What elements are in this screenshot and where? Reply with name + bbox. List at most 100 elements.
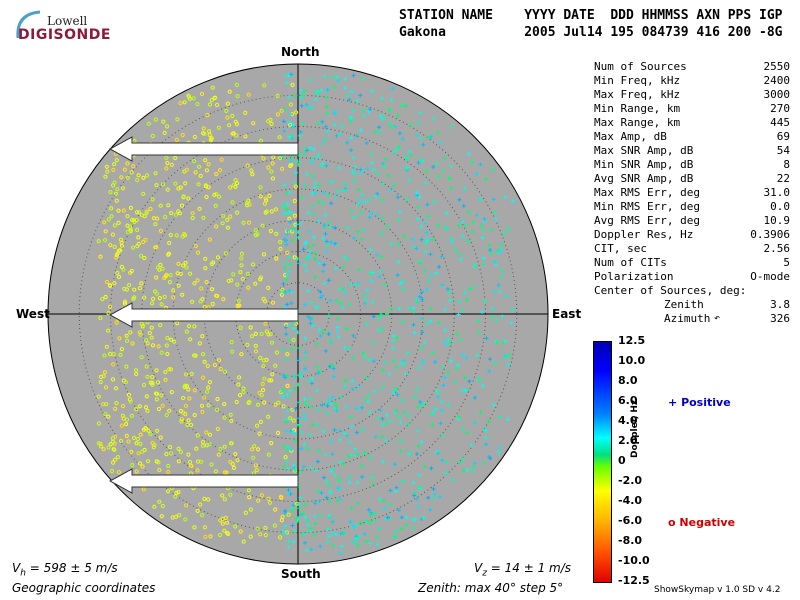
vh-prefix: V [12,561,21,575]
plus-icon: + [668,396,678,409]
stat-label: CIT, sec [594,242,647,255]
stat-row: Min Range, km 270 [594,102,790,116]
colorbar-tick-label: -12.5 [618,574,650,587]
velocity-vertical: Vz = 14 ± 1 m/s [474,561,571,578]
colorbar-tick-label: -8.0 [618,534,643,547]
legend-negative: o Negative [668,516,735,529]
label-east: East [552,307,582,321]
stat-row: Avg RMS Err, deg 10.9 [594,214,790,228]
arrow-lower [108,468,299,494]
stat-label: Doppler Res, Hz [594,228,694,241]
logo-digisonde-text: DIGISONDE [18,27,111,43]
stat-label: Polarization [594,270,674,283]
velocity-horizontal: Vh = 598 ± 5 m/s [12,561,118,578]
stat-value: 54 [776,144,790,157]
stat-label: Num of CITs [594,256,667,269]
center-title: Center of Sources, deg: [594,284,747,297]
colorbar-tick-label: 4.0 [618,414,638,427]
colorbar-tick-label: 8.0 [618,374,638,387]
stat-row: Num of Sources 2550 [594,60,790,74]
center-azimuth-value: 326 [770,312,790,325]
colorbar-tick-label: -2.0 [618,474,643,487]
stat-label: Max Amp, dB [594,130,667,143]
stat-label: Max SNR Amp, dB [594,144,694,157]
center-zenith-row: Zenith 3.8 [594,298,790,312]
center-azimuth-label: Azimuth [664,312,711,325]
stat-row: Max Freq, kHz 3000 [594,88,790,102]
header-labels: STATION NAME YYYY DATE DDD HHMMSS AXN PP… [399,8,783,23]
header-values: Gakona 2005 Jul14 195 084739 416 200 -8G [399,25,783,40]
colorbar-tick-label: -10.0 [618,554,650,567]
colorbar-tick-label: 2.0 [618,434,638,447]
colorbar-tick-label: 10.0 [618,354,646,367]
center-zenith-value: 3.8 [770,298,790,311]
stat-value: 8 [783,158,790,171]
stat-row: Avg SNR Amp, dB 22 [594,172,790,186]
stat-row: CIT, sec 2.56 [594,242,790,256]
stat-value: 270 [770,102,790,115]
doppler-colorbar [593,341,612,583]
stat-row: Num of CITs 5 [594,256,790,270]
stat-value: 22 [776,172,790,185]
stat-value: 0.0 [770,200,790,213]
legend-positive-label: Positive [681,396,731,409]
stat-label: Max Range, km [594,116,681,129]
colorbar-tick-label: 6.0 [618,394,638,407]
legend-positive: + Positive [668,396,731,409]
logo-swoosh-icon [16,10,41,39]
vh-text: = 598 ± 5 m/s [25,561,118,575]
stat-value: 5 [783,256,790,269]
stat-value: 0.3906 [750,228,790,241]
stat-value: 3000 [763,88,791,101]
stat-value: 69 [776,130,790,143]
vz-prefix: V [474,561,483,575]
stat-row: Polarization O-mode [594,270,790,284]
stat-label: Max Freq, kHz [594,88,681,101]
colorbar-tick-label: -6.0 [618,514,643,527]
stat-row: Max Amp, dB 69 [594,130,790,144]
stat-value: 2400 [763,74,791,87]
stat-row: Min RMS Err, deg 0.0 [594,200,790,214]
stat-row: Max SNR Amp, dB 54 [594,144,790,158]
stat-label: Num of Sources [594,60,687,73]
stat-row: Doppler Res, Hz 0.3906 [594,228,790,242]
colorbar-tick-label: 12.5 [618,334,646,347]
stat-label: Avg SNR Amp, dB [594,172,694,185]
stat-value: 2550 [763,60,791,73]
logo-lowell-text: Lowell [47,14,88,28]
center-zenith-label: Zenith [664,298,704,311]
circle-icon: o [668,516,676,529]
vz-sub: z [482,568,487,579]
zenith-info: Zenith: max 40° step 5° [418,581,564,595]
stat-value: O-mode [750,270,790,283]
stat-row: Min Freq, kHz 2400 [594,74,790,88]
vz-text: = 14 ± 1 m/s [486,561,572,575]
label-south: South [281,567,321,581]
stat-value: 2.56 [763,242,791,255]
stat-label: Min SNR Amp, dB [594,158,694,171]
stat-row: Max RMS Err, deg 31.0 [594,186,790,200]
vh-sub: h [20,568,26,579]
colorbar-tick-label: 0 [618,454,626,467]
stat-label: Min Range, km [594,102,681,115]
arrow-upper [108,136,299,162]
label-west: West [16,307,50,321]
stat-row: Min SNR Amp, dB 8 [594,158,790,172]
colorbar-tick-label: -4.0 [618,494,643,507]
azimuth-arrow-icon: ↶ [714,313,721,324]
stat-value: 445 [770,116,790,129]
stat-label: Avg RMS Err, deg [594,214,700,227]
stat-label: Min RMS Err, deg [594,200,700,213]
arrow-middle [108,302,299,328]
logo [10,8,85,48]
label-north: North [281,45,320,59]
legend-negative-label: Negative [679,516,736,529]
stat-value: 31.0 [763,186,791,199]
version-info: ShowSkymap v 1.0 SD v 4.2 [654,585,781,595]
stat-value: 10.9 [763,214,791,227]
velocity-arrows [108,136,299,494]
colorbar-axis-label: Doppler, Hz [630,399,640,458]
coordinates-label: Geographic coordinates [12,581,156,595]
stat-row: Max Range, km 445 [594,116,790,130]
